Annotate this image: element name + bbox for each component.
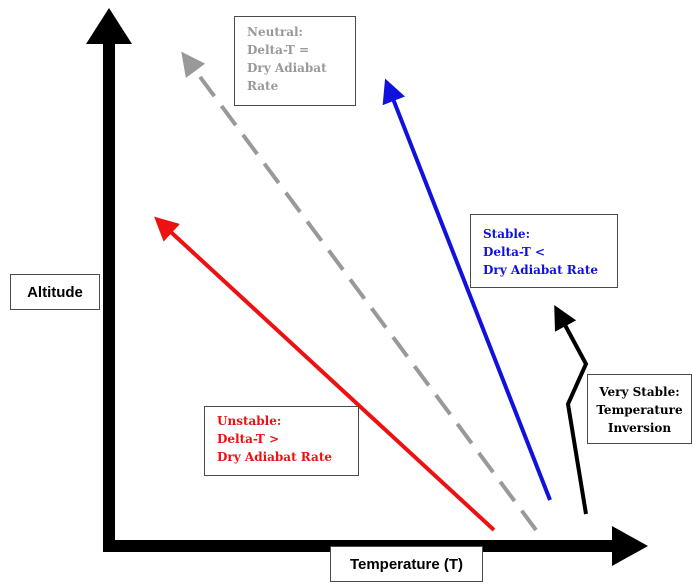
very-stable-label-box: Very Stable: Temperature Inversion — [587, 374, 692, 444]
neutral-line-3: Dry Adiabat — [247, 61, 327, 75]
very-stable-line-2: Temperature — [596, 403, 683, 417]
very-stable-line-3: Inversion — [607, 421, 672, 435]
unstable-label-box: Unstable: Delta-T > Dry Adiabat Rate — [204, 406, 359, 476]
y-axis — [86, 8, 132, 552]
neutral-label-box: Neutral: Delta-T = Dry Adiabat Rate — [234, 16, 356, 106]
neutral-title: Neutral: — [247, 25, 303, 39]
unstable-title: Unstable: — [217, 414, 282, 428]
unstable-line-2: Delta-T > — [217, 432, 280, 446]
stable-arrow — [382, 78, 552, 501]
very-stable-title: Very Stable: — [599, 385, 680, 399]
unstable-line-3: Dry Adiabat Rate — [217, 450, 333, 464]
unstable-arrow — [154, 216, 496, 532]
x-axis-label: Temperature (T) — [330, 546, 483, 582]
stable-line-3: Dry Adiabat Rate — [483, 263, 599, 277]
neutral-line-2: Delta-T = — [247, 43, 310, 57]
stable-label-box: Stable: Delta-T < Dry Adiabat Rate — [470, 214, 618, 288]
very-stable-arrow — [554, 304, 589, 515]
stable-line-2: Delta-T < — [483, 245, 546, 259]
stable-title: Stable: — [483, 227, 530, 241]
neutral-arrow — [181, 51, 538, 532]
y-axis-label: Altitude — [10, 274, 100, 310]
neutral-line-4: Rate — [247, 79, 279, 93]
